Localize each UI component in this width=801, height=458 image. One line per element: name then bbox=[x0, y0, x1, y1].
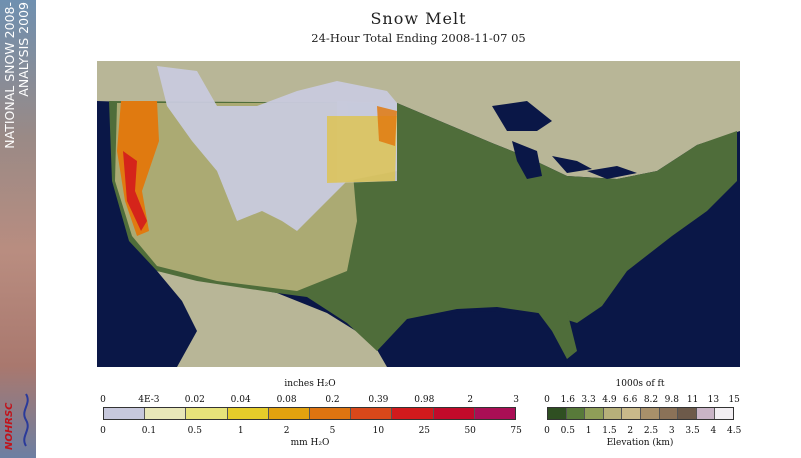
melt-top-tick-2: 0.02 bbox=[184, 395, 205, 405]
elev-swatch-3 bbox=[603, 408, 623, 419]
melt-lakes-orange bbox=[377, 106, 397, 146]
elev-top-tick-8: 13 bbox=[707, 395, 720, 405]
elev-bottom-tick-9: 4.5 bbox=[727, 426, 742, 436]
elev-swatch-6 bbox=[659, 408, 679, 419]
elev-swatch-7 bbox=[678, 408, 697, 419]
sidebar-title: NATIONAL SNOW 2008- ANALYSIS 2009 bbox=[2, 2, 33, 192]
melt-top-tick-4: 0.08 bbox=[276, 395, 297, 405]
melt-bottom-tick-5: 5 bbox=[329, 426, 336, 436]
elev-swatch-9 bbox=[715, 408, 733, 419]
melt-swatch-0 bbox=[104, 408, 146, 419]
melt-swatch-3 bbox=[227, 408, 269, 419]
elev-top-tick-0: 0 bbox=[544, 395, 550, 405]
melt-legend-top-unit: inches H₂O bbox=[284, 379, 336, 389]
melt-swatch-6 bbox=[351, 408, 393, 419]
elev-top-tick-1: 1.6 bbox=[560, 395, 575, 405]
melt-top-tick-1: 4E-3 bbox=[138, 395, 160, 405]
mexico-land bbox=[157, 271, 387, 367]
elev-top-tick-5: 8.2 bbox=[643, 395, 659, 405]
melt-swatch-1 bbox=[145, 408, 187, 419]
melt-swatch-8 bbox=[433, 408, 475, 419]
map-title: Snow Melt bbox=[370, 9, 467, 28]
canada-land bbox=[97, 61, 740, 179]
melt-bottom-tick-2: 0.5 bbox=[187, 426, 202, 436]
melt-bottom-tick-3: 1 bbox=[237, 426, 244, 436]
elev-top-tick-3: 4.9 bbox=[602, 395, 617, 405]
elevation-legend-bottom-unit: Elevation (km) bbox=[606, 438, 674, 448]
melt-top-tick-9: 3 bbox=[513, 395, 519, 405]
melt-top-tick-8: 2 bbox=[467, 395, 474, 405]
elev-top-tick-6: 9.8 bbox=[664, 395, 679, 405]
melt-top-tick-7: 0.98 bbox=[414, 395, 435, 405]
elev-top-tick-7: 11 bbox=[686, 395, 699, 405]
elev-bottom-tick-5: 2.5 bbox=[643, 426, 659, 436]
elev-bottom-tick-8: 4 bbox=[710, 426, 717, 436]
elev-swatch-8 bbox=[696, 408, 716, 419]
elev-top-tick-9: 15 bbox=[728, 395, 740, 405]
melt-pacific-red bbox=[123, 151, 147, 231]
logo-text: NOHRSC bbox=[4, 402, 15, 450]
elevation-color-bar bbox=[547, 407, 734, 420]
melt-bottom-tick-6: 10 bbox=[372, 426, 385, 436]
elev-bottom-tick-2: 1 bbox=[585, 426, 592, 436]
melt-pacific-nw bbox=[117, 101, 159, 236]
melt-swatch-4 bbox=[268, 408, 311, 419]
logo-swirl-icon bbox=[23, 393, 29, 447]
melt-top-tick-0: 0 bbox=[100, 395, 106, 405]
melt-legend-bottom-unit: mm H₂O bbox=[290, 438, 330, 448]
melt-top-tick-3: 0.04 bbox=[230, 395, 251, 405]
melt-bottom-tick-9: 75 bbox=[510, 426, 522, 436]
sidebar-banner: NATIONAL SNOW 2008- ANALYSIS 2009 NOHRSC bbox=[0, 0, 36, 458]
sidebar-title-line1: NATIONAL SNOW 2008- bbox=[2, 2, 17, 149]
elev-top-tick-2: 3.3 bbox=[581, 395, 596, 405]
elev-bottom-tick-4: 2 bbox=[627, 426, 634, 436]
great-lakes bbox=[492, 101, 637, 179]
map-subtitle: 24-Hour Total Ending 2008-11-07 05 bbox=[311, 31, 526, 45]
elevation-legend-top-unit: 1000s of ft bbox=[615, 379, 665, 389]
melt-top-tick-6: 0.39 bbox=[368, 395, 389, 405]
melt-swatch-5 bbox=[310, 408, 352, 419]
melt-color-bar bbox=[103, 407, 516, 420]
elev-swatch-0 bbox=[548, 408, 567, 419]
elev-swatch-2 bbox=[585, 408, 604, 419]
elev-swatch-4 bbox=[622, 408, 641, 419]
melt-bottom-tick-7: 25 bbox=[418, 426, 431, 436]
melt-bottom-tick-4: 2 bbox=[283, 426, 290, 436]
elev-swatch-1 bbox=[566, 408, 586, 419]
elev-bottom-tick-3: 1.5 bbox=[602, 426, 617, 436]
nohrsc-logo: NOHRSC bbox=[4, 393, 29, 450]
elev-bottom-tick-0: 0 bbox=[544, 426, 550, 436]
melt-bottom-tick-8: 50 bbox=[464, 426, 476, 436]
melt-bottom-tick-1: 0.1 bbox=[141, 426, 157, 436]
melt-swatch-2 bbox=[186, 408, 228, 419]
melt-swatch-7 bbox=[392, 408, 434, 419]
elev-bottom-tick-1: 0.5 bbox=[560, 426, 575, 436]
gulf-water bbox=[397, 311, 567, 367]
melt-swatch-9 bbox=[474, 408, 516, 419]
elev-top-tick-4: 6.6 bbox=[623, 395, 638, 405]
elev-bottom-tick-7: 3.5 bbox=[685, 426, 700, 436]
elev-bottom-tick-6: 3 bbox=[668, 426, 675, 436]
florida bbox=[537, 311, 577, 359]
melt-top-tick-5: 0.2 bbox=[325, 395, 340, 405]
melt-bottom-tick-0: 0 bbox=[100, 426, 106, 436]
snow-melt-map bbox=[97, 61, 740, 367]
elev-swatch-5 bbox=[640, 408, 660, 419]
sidebar-title-line2: ANALYSIS 2009 bbox=[16, 2, 31, 97]
